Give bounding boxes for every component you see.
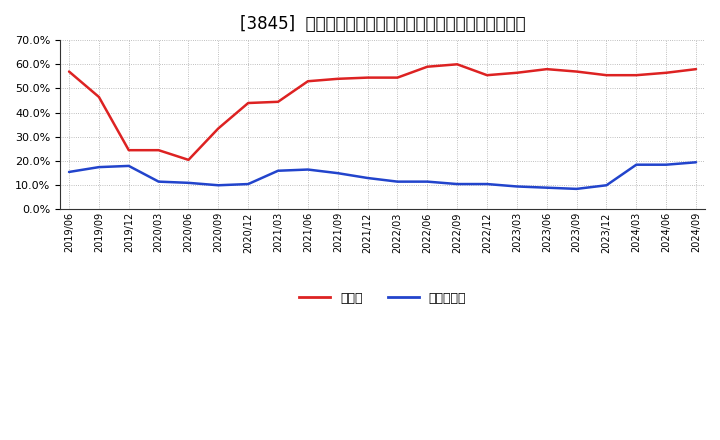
- Legend: 現預金, 有利子負債: 現預金, 有利子負債: [294, 287, 472, 310]
- Title: [3845]  現預金、有利子負債の総資産に対する比率の推移: [3845] 現預金、有利子負債の総資産に対する比率の推移: [240, 15, 526, 33]
